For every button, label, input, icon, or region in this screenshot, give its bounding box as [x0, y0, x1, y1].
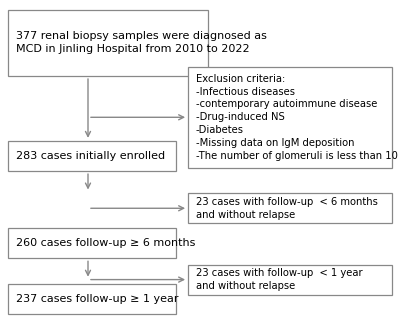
FancyBboxPatch shape	[188, 265, 392, 295]
Text: 23 cases with follow-up  < 6 months
and without relapse: 23 cases with follow-up < 6 months and w…	[196, 197, 378, 220]
FancyBboxPatch shape	[8, 228, 176, 258]
FancyBboxPatch shape	[188, 193, 392, 223]
Text: 377 renal biopsy samples were diagnosed as
MCD in Jinling Hospital from 2010 to : 377 renal biopsy samples were diagnosed …	[16, 31, 267, 54]
Text: 260 cases follow-up ≥ 6 months: 260 cases follow-up ≥ 6 months	[16, 238, 195, 248]
FancyBboxPatch shape	[8, 141, 176, 171]
FancyBboxPatch shape	[188, 67, 392, 168]
Text: Exclusion criteria:
-Infectious diseases
-contemporary autoimmune disease
-Drug-: Exclusion criteria: -Infectious diseases…	[196, 74, 398, 161]
Text: 283 cases initially enrolled: 283 cases initially enrolled	[16, 151, 165, 161]
FancyBboxPatch shape	[8, 284, 176, 314]
Text: 23 cases with follow-up  < 1 year
and without relapse: 23 cases with follow-up < 1 year and wit…	[196, 268, 363, 291]
FancyBboxPatch shape	[8, 10, 208, 76]
Text: 237 cases follow-up ≥ 1 year: 237 cases follow-up ≥ 1 year	[16, 294, 178, 304]
